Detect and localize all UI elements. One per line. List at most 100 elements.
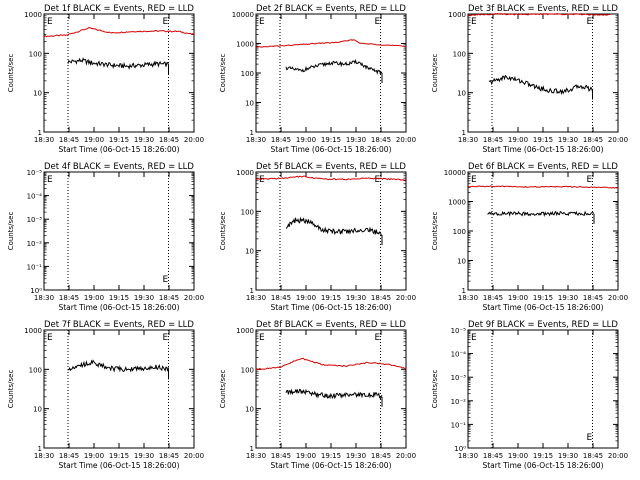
x-axis-label: Start Time (06-Oct-15 18:26:00) xyxy=(58,461,179,470)
events-rate-line xyxy=(285,388,383,400)
x-tick-label: 18:45 xyxy=(371,294,391,302)
x-tick-label: 18:45 xyxy=(483,294,503,302)
y-tick-label: 100 xyxy=(241,208,254,216)
y-axis-label: Counts/sec xyxy=(219,212,227,251)
plot-frame xyxy=(255,13,407,133)
x-axis-label: Start Time (06-Oct-15 18:26:00) xyxy=(482,145,603,154)
y-axis-label: Counts/sec xyxy=(7,54,15,93)
x-tick-label: 18:45 xyxy=(483,136,503,144)
lld-rate-line xyxy=(467,12,611,16)
y-tick-label: 1 xyxy=(250,287,254,295)
y-tick-label: 1 xyxy=(250,129,254,137)
y-tick-label: 10⁻⁴ xyxy=(27,193,43,201)
plot-frame xyxy=(255,329,407,449)
x-tick-label: 19:30 xyxy=(134,136,154,144)
lld-rate-line xyxy=(467,185,619,189)
x-tick-label: 19:00 xyxy=(84,294,104,302)
event-marker-label: E xyxy=(375,333,381,343)
events-rate-line xyxy=(285,216,383,237)
y-tick-label: 10⁻¹ xyxy=(451,421,467,429)
y-tick-label: 1000 xyxy=(448,199,466,207)
x-tick-label: 19:30 xyxy=(346,452,366,460)
y-tick-label: 10 xyxy=(33,406,42,414)
x-tick-label: 18:30 xyxy=(458,294,478,302)
x-tick-label: 19:30 xyxy=(346,136,366,144)
events-rate-line xyxy=(488,74,593,96)
events-rate-line xyxy=(285,58,383,76)
x-tick-label: 18:30 xyxy=(34,294,54,302)
x-tick-label: 19:15 xyxy=(109,136,129,144)
y-tick-label: 1000 xyxy=(236,41,254,49)
y-tick-label: 10⁻² xyxy=(27,240,43,248)
y-tick-label: 10000 xyxy=(232,11,254,19)
x-tick-label: 19:15 xyxy=(533,136,553,144)
y-tick-label: 1 xyxy=(38,129,42,137)
y-tick-label: 10 xyxy=(245,100,254,108)
event-marker-label: E xyxy=(471,333,477,343)
x-tick-label: 18:45 xyxy=(159,452,179,460)
y-tick-label: 10⁻⁵ xyxy=(451,327,467,335)
x-tick-label: 19:00 xyxy=(296,136,316,144)
plot-frame xyxy=(467,329,619,449)
y-tick-label: 1000 xyxy=(236,327,254,335)
x-tick-label: 18:45 xyxy=(583,294,603,302)
event-marker-label: E xyxy=(47,17,53,27)
event-marker-label: E xyxy=(259,175,265,185)
y-tick-label: 10⁻⁴ xyxy=(451,351,467,359)
x-tick-label: 19:15 xyxy=(321,294,341,302)
event-marker-label: E xyxy=(259,17,265,27)
events-rate-line xyxy=(67,57,169,71)
x-tick-label: 20:00 xyxy=(184,294,204,302)
x-axis-label: Start Time (06-Oct-15 18:26:00) xyxy=(482,303,603,312)
x-tick-label: 20:00 xyxy=(184,452,204,460)
x-tick-label: 19:00 xyxy=(508,294,528,302)
plot-frame xyxy=(43,171,195,291)
chart-title: Det 2f BLACK = Events, RED = LLD xyxy=(256,4,406,14)
y-tick-label: 10 xyxy=(33,90,42,98)
x-tick-label: 18:45 xyxy=(159,294,179,302)
y-tick-label: 10⁰ xyxy=(454,445,466,453)
x-tick-label: 19:30 xyxy=(558,452,578,460)
y-tick-label: 10⁰ xyxy=(30,287,42,295)
x-tick-label: 18:30 xyxy=(246,136,266,144)
x-tick-label: 19:00 xyxy=(296,294,316,302)
event-marker-label: E xyxy=(163,275,169,285)
event-marker-label: E xyxy=(259,333,265,343)
chart-title: Det 5f BLACK = Events, RED = LLD xyxy=(256,162,406,172)
chart-panel-9: Det 9f BLACK = Events, RED = LLD 10⁰ 10⁻¹ 1… xyxy=(431,320,628,470)
y-tick-label: 10⁻² xyxy=(451,398,467,406)
x-axis-label: Start Time (06-Oct-15 18:26:00) xyxy=(482,461,603,470)
x-tick-label: 19:30 xyxy=(558,294,578,302)
y-tick-label: 10⁻³ xyxy=(27,216,43,224)
event-marker-label: E xyxy=(47,175,53,185)
x-tick-label: 19:30 xyxy=(346,294,366,302)
y-axis-label: Counts/sec xyxy=(431,54,439,93)
y-tick-label: 10000 xyxy=(444,169,466,177)
x-tick-label: 19:15 xyxy=(533,294,553,302)
x-tick-label: 18:30 xyxy=(34,136,54,144)
y-tick-label: 1 xyxy=(38,445,42,453)
x-tick-label: 18:45 xyxy=(59,294,79,302)
chart-panel-1: Det 1f BLACK = Events, RED = LLD 1 10 100 10… xyxy=(7,4,204,154)
y-tick-label: 1 xyxy=(250,445,254,453)
chart-title: Det 7f BLACK = Events, RED = LLD xyxy=(44,320,194,330)
plot-frame xyxy=(43,329,195,449)
y-axis-label: Counts/sec xyxy=(219,54,227,93)
plot-frame xyxy=(467,13,619,133)
chart-panel-8: Det 8f BLACK = Events, RED = LLD 1 10 100 10… xyxy=(219,320,416,470)
event-marker-label: E xyxy=(375,175,381,185)
x-tick-label: 18:45 xyxy=(59,452,79,460)
y-tick-label: 10⁻³ xyxy=(451,374,467,382)
plot-frame xyxy=(467,171,619,291)
x-tick-label: 20:00 xyxy=(608,136,628,144)
events-rate-line xyxy=(487,210,595,217)
x-tick-label: 20:00 xyxy=(184,136,204,144)
x-tick-label: 18:45 xyxy=(583,452,603,460)
x-tick-label: 19:15 xyxy=(533,452,553,460)
x-tick-label: 20:00 xyxy=(396,136,416,144)
chart-panel-3: Det 3f BLACK = Events, RED = LLD 1 10 100 10… xyxy=(431,4,628,154)
y-tick-label: 1000 xyxy=(236,169,254,177)
y-tick-label: 10 xyxy=(245,406,254,414)
chart-panel-2: Det 2f BLACK = Events, RED = LLD 1 10 100 10… xyxy=(219,4,416,154)
lld-rate-line xyxy=(255,357,407,371)
